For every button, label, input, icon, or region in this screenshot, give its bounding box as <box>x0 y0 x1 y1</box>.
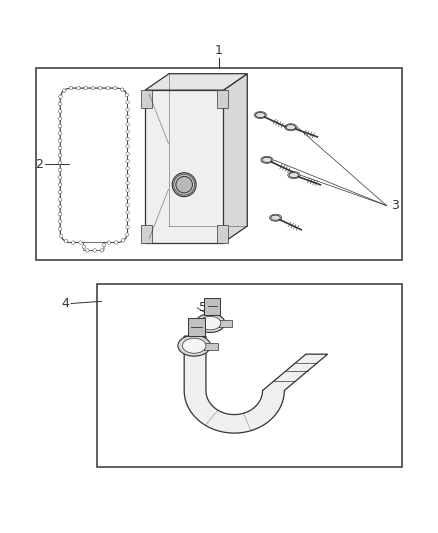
Text: 5: 5 <box>199 301 208 314</box>
Ellipse shape <box>196 314 225 333</box>
Circle shape <box>126 167 129 170</box>
Circle shape <box>58 227 62 231</box>
Ellipse shape <box>176 176 192 193</box>
Ellipse shape <box>262 157 272 163</box>
Circle shape <box>126 152 129 156</box>
Circle shape <box>100 249 104 252</box>
Bar <box>204 343 218 350</box>
Circle shape <box>107 241 111 244</box>
Circle shape <box>91 86 95 90</box>
Text: 4: 4 <box>61 297 69 310</box>
Circle shape <box>126 115 129 119</box>
Ellipse shape <box>183 338 206 353</box>
Ellipse shape <box>271 215 280 220</box>
Circle shape <box>58 110 62 113</box>
Text: 3: 3 <box>391 199 399 212</box>
Bar <box>141 90 152 108</box>
Circle shape <box>126 138 129 141</box>
Circle shape <box>60 234 63 238</box>
Circle shape <box>85 249 89 252</box>
Polygon shape <box>145 74 247 90</box>
Circle shape <box>99 86 102 90</box>
Circle shape <box>58 117 62 120</box>
Ellipse shape <box>172 173 196 197</box>
Circle shape <box>58 102 62 106</box>
Circle shape <box>58 183 62 187</box>
Circle shape <box>106 86 110 90</box>
Polygon shape <box>184 336 328 433</box>
Circle shape <box>125 93 129 97</box>
Circle shape <box>93 249 96 252</box>
Circle shape <box>58 154 62 157</box>
Bar <box>205 298 220 314</box>
Ellipse shape <box>289 173 299 177</box>
Text: 2: 2 <box>35 158 43 171</box>
Circle shape <box>126 196 129 199</box>
Circle shape <box>126 218 129 222</box>
Circle shape <box>58 190 62 194</box>
Bar <box>217 225 228 243</box>
Circle shape <box>125 233 129 236</box>
Circle shape <box>121 239 125 242</box>
Polygon shape <box>223 74 247 243</box>
Circle shape <box>126 204 129 207</box>
Circle shape <box>113 86 117 90</box>
Circle shape <box>114 241 118 244</box>
Circle shape <box>126 181 129 185</box>
Bar <box>97 284 402 467</box>
Circle shape <box>126 101 129 104</box>
Circle shape <box>126 144 129 148</box>
Circle shape <box>64 239 68 243</box>
Ellipse shape <box>286 125 296 130</box>
Ellipse shape <box>200 316 221 330</box>
Circle shape <box>77 86 80 90</box>
Circle shape <box>58 161 62 165</box>
Circle shape <box>58 205 62 208</box>
Ellipse shape <box>178 335 211 356</box>
Bar <box>217 90 228 108</box>
Circle shape <box>79 241 82 244</box>
Circle shape <box>126 174 129 177</box>
Circle shape <box>58 124 62 128</box>
Circle shape <box>126 130 129 133</box>
Bar <box>219 320 232 327</box>
Bar <box>141 225 152 243</box>
Circle shape <box>59 95 62 99</box>
Polygon shape <box>145 90 223 243</box>
Circle shape <box>71 241 75 244</box>
Bar <box>36 68 402 260</box>
Circle shape <box>120 88 124 91</box>
Ellipse shape <box>255 112 265 118</box>
Circle shape <box>58 212 62 216</box>
Circle shape <box>58 198 62 201</box>
Circle shape <box>58 220 62 223</box>
Circle shape <box>126 123 129 126</box>
Circle shape <box>126 225 129 229</box>
Circle shape <box>102 243 106 247</box>
Circle shape <box>63 89 66 92</box>
Circle shape <box>126 159 129 163</box>
Circle shape <box>58 139 62 142</box>
Circle shape <box>58 132 62 135</box>
Circle shape <box>82 245 85 248</box>
Bar <box>187 318 205 336</box>
Circle shape <box>126 108 129 111</box>
Circle shape <box>58 146 62 150</box>
Circle shape <box>126 211 129 214</box>
Circle shape <box>58 176 62 179</box>
Circle shape <box>69 86 73 90</box>
Text: 1: 1 <box>215 44 223 56</box>
Circle shape <box>84 86 88 90</box>
Circle shape <box>126 189 129 192</box>
Circle shape <box>58 168 62 172</box>
